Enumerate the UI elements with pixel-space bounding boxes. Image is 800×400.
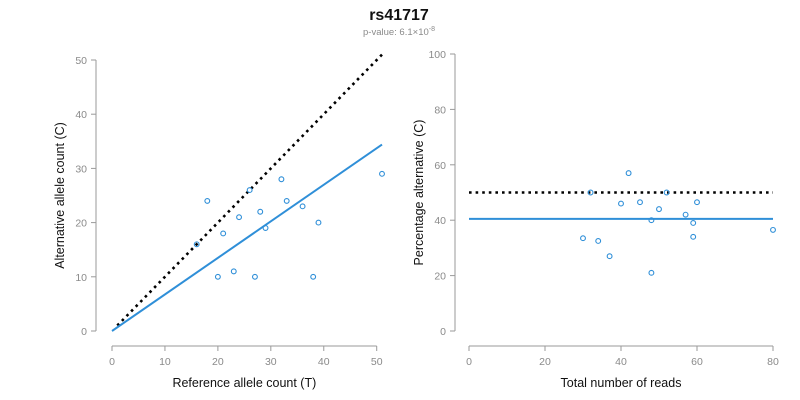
x-tick-label: 20 — [212, 356, 224, 368]
x-tick-label: 40 — [318, 356, 330, 368]
data-point — [648, 269, 655, 276]
y-tick-label: 40 — [75, 109, 87, 121]
data-point — [278, 176, 285, 183]
y-tick-label: 0 — [81, 326, 87, 338]
y-tick-label: 30 — [75, 163, 87, 175]
data-point — [257, 208, 264, 215]
data-point — [204, 197, 211, 204]
data-point — [214, 273, 221, 280]
x-tick-label: 0 — [109, 356, 115, 368]
data-point — [220, 230, 227, 237]
x-tick-label: 30 — [265, 356, 277, 368]
data-point — [246, 187, 253, 194]
data-point — [310, 273, 317, 280]
data-point — [230, 268, 237, 275]
y-tick-label: 40 — [434, 215, 446, 227]
x-axis-label: Reference allele count (T) — [172, 376, 316, 390]
y-tick-label: 10 — [75, 272, 87, 284]
x-axis-label: Total number of reads — [561, 376, 682, 390]
data-point — [637, 199, 643, 206]
y-axis-label: Percentage alternative (C) — [412, 120, 426, 266]
y-tick-label: 60 — [434, 160, 446, 172]
left-scatter-panel: 0 10 20 30 40 50 0 10 20 30 40 50 Reference allele c… — [53, 53, 385, 390]
chart-title: rs41717 — [369, 7, 429, 24]
y-axis-label: Alternative allele count (C) — [53, 122, 67, 269]
data-point — [587, 189, 594, 196]
data-point — [690, 220, 697, 226]
x-tick-label: 50 — [371, 356, 383, 368]
x-tick-label: 40 — [615, 356, 627, 368]
data-point — [262, 225, 269, 231]
y-tick-label: 20 — [434, 271, 446, 283]
data-point — [770, 226, 776, 233]
x-tick-label: 60 — [691, 356, 703, 368]
data-point — [315, 219, 322, 226]
data-point — [648, 217, 655, 224]
chart-subtitle: p-value: 6.1×10-8 — [363, 26, 435, 38]
data-point — [580, 235, 586, 242]
data-point — [299, 203, 306, 210]
data-point — [663, 189, 670, 196]
data-point — [625, 170, 632, 177]
fit-line — [111, 143, 383, 332]
data-point — [283, 197, 290, 204]
x-tick-label: 10 — [159, 356, 171, 368]
data-point — [656, 206, 662, 213]
data-point — [193, 241, 200, 248]
subtitle-exponent: -8 — [429, 26, 435, 33]
data-point — [682, 211, 689, 218]
data-point — [694, 199, 700, 206]
y-tick-label: 20 — [75, 218, 87, 230]
data-point — [618, 200, 624, 207]
y-tick-label: 80 — [434, 104, 446, 116]
y-tick-label: 50 — [75, 55, 87, 67]
reference-dotted-line — [116, 53, 383, 327]
data-point — [379, 170, 385, 177]
data-point — [251, 273, 258, 280]
y-tick-label: 100 — [428, 49, 446, 61]
subtitle-text: p-value: 6.1×10 — [363, 27, 429, 38]
data-point — [236, 214, 243, 221]
x-tick-label: 80 — [767, 356, 779, 368]
data-point — [595, 238, 602, 244]
x-tick-label: 20 — [539, 356, 551, 368]
data-point — [690, 233, 697, 240]
y-tick-label: 0 — [440, 326, 446, 338]
x-tick-label: 0 — [466, 356, 472, 368]
right-scatter-panel: 0 20 40 60 80 0 20 40 60 80 100 Total number of rea… — [412, 49, 779, 390]
data-point — [606, 253, 613, 260]
